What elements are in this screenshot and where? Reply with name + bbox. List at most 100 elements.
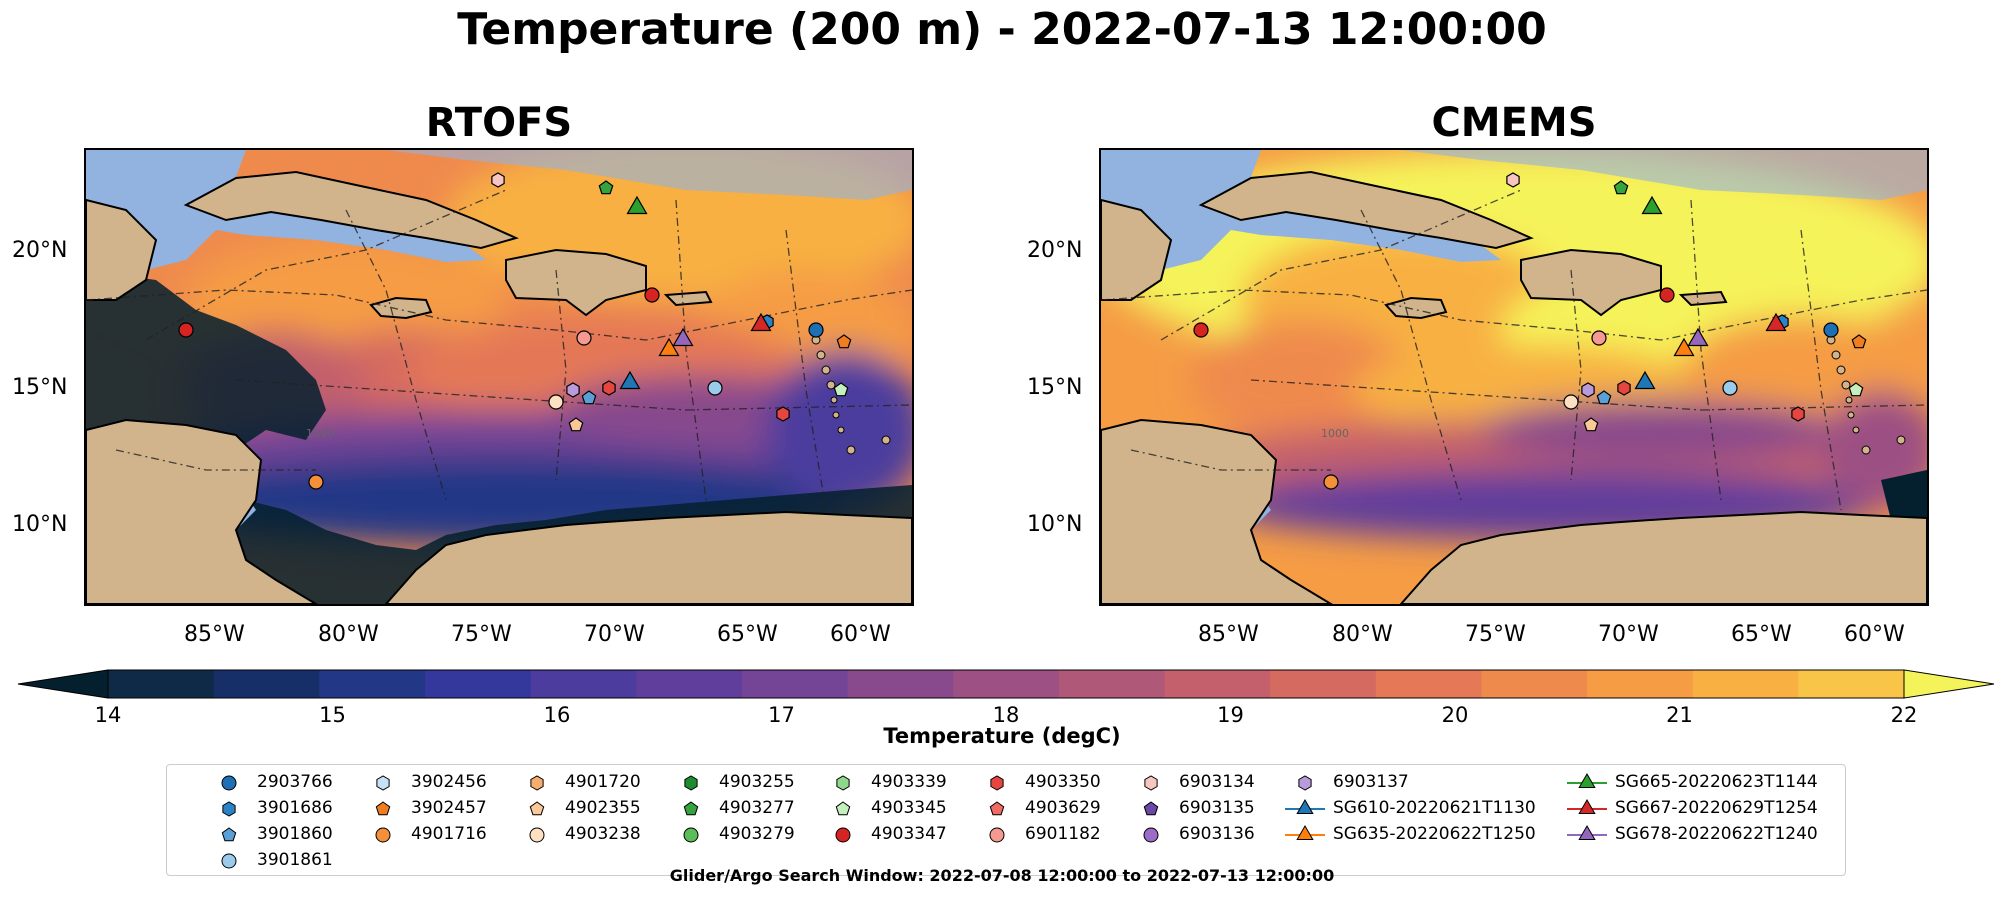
- marker-sg678-20220622t1240: [1687, 327, 1709, 347]
- marker-3901860: [1596, 390, 1612, 405]
- legend-item: 4903347: [821, 823, 947, 845]
- colorbar-ticks: 14 15 16 17 18 19 20 21 22: [95, 703, 1918, 726]
- lat-tick-left-1: 15°N: [12, 375, 68, 400]
- colorbar-tick-label: 21: [1666, 703, 1693, 726]
- marker-3901861: [1722, 380, 1738, 396]
- legend-marker-icon: [1567, 825, 1607, 840]
- legend-marker-icon: [989, 827, 1005, 843]
- marker-4903345: [1848, 382, 1864, 397]
- colorbar-segment: [847, 670, 954, 698]
- marker-sg665-20220623t1144: [1641, 195, 1663, 215]
- marker-4903238: [548, 394, 564, 410]
- marker-sg667-20220629t1254: [1765, 312, 1787, 332]
- depth-label-1000-right: 1000: [1321, 427, 1349, 440]
- legend-marker-icon: [1144, 775, 1158, 791]
- puerto-rico: [663, 290, 713, 307]
- colorbar-segment: [1058, 670, 1165, 698]
- observation-markers: [1193, 172, 1867, 490]
- marker-4903350: [602, 380, 616, 396]
- legend-item: 2903766: [207, 771, 333, 793]
- legend-label: 2903766: [257, 772, 333, 792]
- legend: 2903766 3901686 3901860 3901861 3902456 39024…: [166, 764, 1846, 876]
- map-rtofs: 1000: [84, 148, 914, 606]
- lat-tick-right-2: 10°N: [1027, 512, 1083, 537]
- lon-tick-left-0: 85°W: [184, 622, 245, 647]
- colorbar-segment: [424, 670, 532, 698]
- legend-item: 4903238: [515, 823, 641, 845]
- legend-marker-icon: [221, 853, 237, 869]
- colorbar-tick-label: 18: [993, 703, 1020, 726]
- panel-title-rtofs: RTOFS: [425, 100, 573, 146]
- legend-item: 4903277: [669, 797, 795, 819]
- legend-item: 4902355: [515, 797, 641, 819]
- colorbar-tick-label: 20: [1442, 703, 1469, 726]
- jamaica: [369, 296, 433, 320]
- legend-marker-icon: [222, 801, 236, 817]
- legend-label: 4903345: [871, 798, 947, 818]
- marker-4903277: [1613, 180, 1629, 195]
- lesser-antilles: [1826, 335, 1906, 455]
- marker-4903350: [1617, 380, 1631, 396]
- marker-6903137: [1581, 382, 1595, 398]
- legend-item: SG665-20220623T1144: [1565, 771, 1818, 793]
- legend-marker-icon: [835, 827, 851, 843]
- legend-marker-icon: [376, 775, 390, 791]
- map-cmems-canvas: 1000: [1101, 150, 1927, 604]
- yucatan: [1101, 198, 1173, 301]
- marker-2903766: [1823, 322, 1839, 338]
- colorbar-tick-label: 16: [544, 703, 571, 726]
- legend-item: 3902457: [361, 797, 487, 819]
- legend-marker-icon: [1285, 825, 1325, 840]
- legend-label: 3902456: [411, 772, 487, 792]
- legend-marker-icon: [530, 775, 544, 791]
- marker-sg610-20220621t1130: [619, 370, 641, 390]
- marker-sg665-20220623t1144: [626, 195, 648, 215]
- legend-item: 4903255: [669, 771, 795, 793]
- legend-label: 4903629: [1025, 798, 1101, 818]
- south-america: [384, 510, 912, 604]
- cold-patch-east: [1881, 470, 1927, 530]
- colorbar-label: Temperature (degC): [883, 724, 1121, 748]
- legend-label: SG665-20220623T1144: [1615, 772, 1818, 792]
- legend-item: SG667-20220629T1254: [1565, 797, 1818, 819]
- puerto-rico: [1678, 290, 1728, 307]
- marker-sg635-20220622t1250: [658, 337, 680, 357]
- shelf-atlantic: [386, 150, 912, 200]
- legend-item: 4903629: [975, 797, 1101, 819]
- legend-marker-icon: [529, 827, 545, 843]
- colorbar-over-arrow: [1903, 669, 1995, 699]
- legend-label: 4903238: [565, 824, 641, 844]
- legend-marker-icon: [1567, 773, 1607, 788]
- legend-marker-icon: [1143, 801, 1159, 816]
- lon-tick-left-5: 60°W: [830, 622, 891, 647]
- cuba: [1198, 170, 1534, 250]
- legend-item: 3901861: [207, 849, 333, 871]
- legend-item: 4903279: [669, 823, 795, 845]
- legend-label: 4903347: [871, 824, 947, 844]
- colorbar-segment: [1692, 670, 1799, 698]
- legend-marker-icon: [1567, 799, 1607, 814]
- legend-label: SG678-20220622T1240: [1615, 824, 1818, 844]
- legend-label: 6903134: [1179, 772, 1255, 792]
- legend-marker-icon: [221, 775, 237, 791]
- marker-3901861: [707, 380, 723, 396]
- depth-label-1000-left: 1000: [306, 427, 334, 440]
- legend-label: 3902457: [411, 798, 487, 818]
- marker-4903345: [833, 382, 849, 397]
- marker-6903134: [1506, 172, 1520, 188]
- marker-3901860: [581, 390, 597, 405]
- marker-sg667-20220629t1254: [750, 312, 772, 332]
- map-rtofs-canvas: 1000: [86, 150, 912, 604]
- legend-label: 4903339: [871, 772, 947, 792]
- marker-6901182: [576, 330, 592, 346]
- eez-boundaries: [86, 189, 912, 511]
- central-america: [86, 418, 318, 604]
- legend-item: 4901720: [515, 771, 641, 793]
- legend-marker-icon: [683, 801, 699, 816]
- colorbar-tick-label: 15: [319, 703, 346, 726]
- marker-4903238: [1563, 394, 1579, 410]
- marker-4903347: [1193, 322, 1209, 338]
- colorbar-tick-label: 17: [768, 703, 795, 726]
- colorbar-segment: [953, 670, 1060, 698]
- lon-tick-right-5: 60°W: [1844, 622, 1905, 647]
